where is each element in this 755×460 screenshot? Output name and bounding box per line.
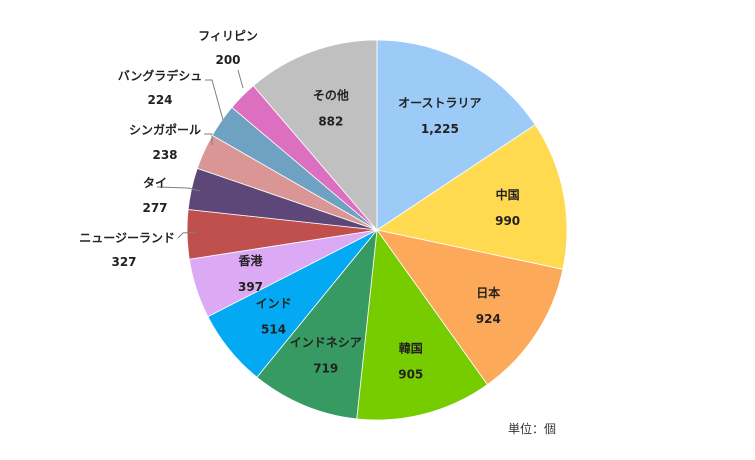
slice-name-label-6: インド bbox=[256, 297, 292, 311]
leader-line-12 bbox=[237, 69, 244, 89]
pie-slice-3 bbox=[376, 229, 564, 386]
slice-value-label-12: 200 bbox=[215, 53, 240, 67]
slice-value-label-8: 327 bbox=[111, 255, 136, 269]
unit-note: 単位：個 bbox=[508, 422, 557, 436]
slice-name-label-1: オーストラリア bbox=[398, 96, 481, 110]
slice-value-label-6: 514 bbox=[261, 323, 286, 337]
slice-value-label-13: 882 bbox=[318, 114, 343, 128]
slice-value-label-7: 397 bbox=[238, 280, 263, 294]
leader-line-11 bbox=[205, 79, 224, 121]
pie-slice-5 bbox=[256, 228, 378, 420]
slice-name-label-10: シンガポール bbox=[129, 122, 201, 137]
slice-value-label-9: 277 bbox=[142, 201, 167, 215]
slice-value-label-11: 224 bbox=[147, 93, 172, 107]
slice-value-label-1: 1,225 bbox=[421, 122, 459, 136]
slice-value-label-3: 924 bbox=[476, 312, 501, 326]
slice-name-label-13: その他 bbox=[313, 87, 349, 102]
slice-name-label-9: タイ bbox=[143, 176, 167, 190]
slice-name-label-3: 日本 bbox=[476, 285, 500, 300]
slice-name-label-11: バングラデシュ bbox=[118, 68, 203, 83]
slice-value-label-2: 990 bbox=[495, 214, 520, 228]
slice-value-label-4: 905 bbox=[398, 368, 423, 382]
pie-slice-2 bbox=[375, 124, 568, 270]
slice-value-label-10: 238 bbox=[152, 148, 177, 162]
slice-name-label-5: インドネシア bbox=[290, 336, 362, 350]
slice-name-label-7: 香港 bbox=[237, 253, 263, 268]
leader-line-10 bbox=[204, 133, 213, 145]
slice-name-label-8: ニュージーランド bbox=[79, 231, 175, 245]
pie-slice-13 bbox=[252, 39, 378, 232]
slice-name-label-2: 中国 bbox=[496, 187, 520, 202]
leader-line-9 bbox=[156, 186, 201, 192]
slice-value-label-5: 719 bbox=[313, 362, 338, 376]
pie-slice-1 bbox=[376, 39, 536, 231]
pie-slice-4 bbox=[356, 228, 488, 421]
leader-line-8 bbox=[177, 231, 197, 239]
slice-name-label-12: フィリピン bbox=[198, 29, 258, 43]
slice-name-label-4: 韓国 bbox=[399, 341, 423, 356]
